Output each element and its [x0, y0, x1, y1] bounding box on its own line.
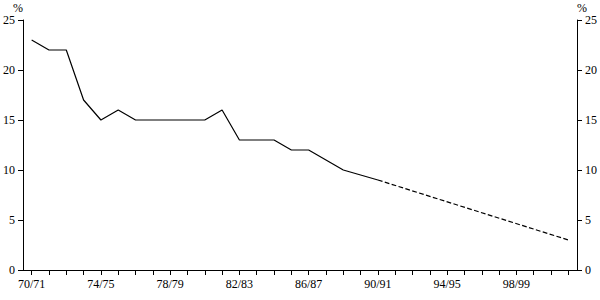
svg-text:25: 25: [3, 13, 15, 27]
svg-text:86/87: 86/87: [295, 277, 322, 291]
svg-text:10: 10: [585, 163, 597, 177]
svg-text:74/75: 74/75: [87, 277, 114, 291]
svg-text:15: 15: [585, 113, 597, 127]
svg-text:5: 5: [585, 213, 591, 227]
svg-text:20: 20: [585, 63, 597, 77]
svg-text:90/91: 90/91: [364, 277, 391, 291]
svg-text:78/79: 78/79: [156, 277, 183, 291]
svg-text:10: 10: [3, 163, 15, 177]
svg-text:5: 5: [9, 213, 15, 227]
svg-text:94/95: 94/95: [433, 277, 460, 291]
svg-text:70/71: 70/71: [18, 277, 45, 291]
svg-text:15: 15: [3, 113, 15, 127]
svg-text:20: 20: [3, 63, 15, 77]
svg-text:0: 0: [585, 263, 591, 277]
svg-text:98/99: 98/99: [503, 277, 530, 291]
svg-text:0: 0: [9, 263, 15, 277]
svg-text:82/83: 82/83: [226, 277, 253, 291]
svg-text:25: 25: [585, 13, 597, 27]
